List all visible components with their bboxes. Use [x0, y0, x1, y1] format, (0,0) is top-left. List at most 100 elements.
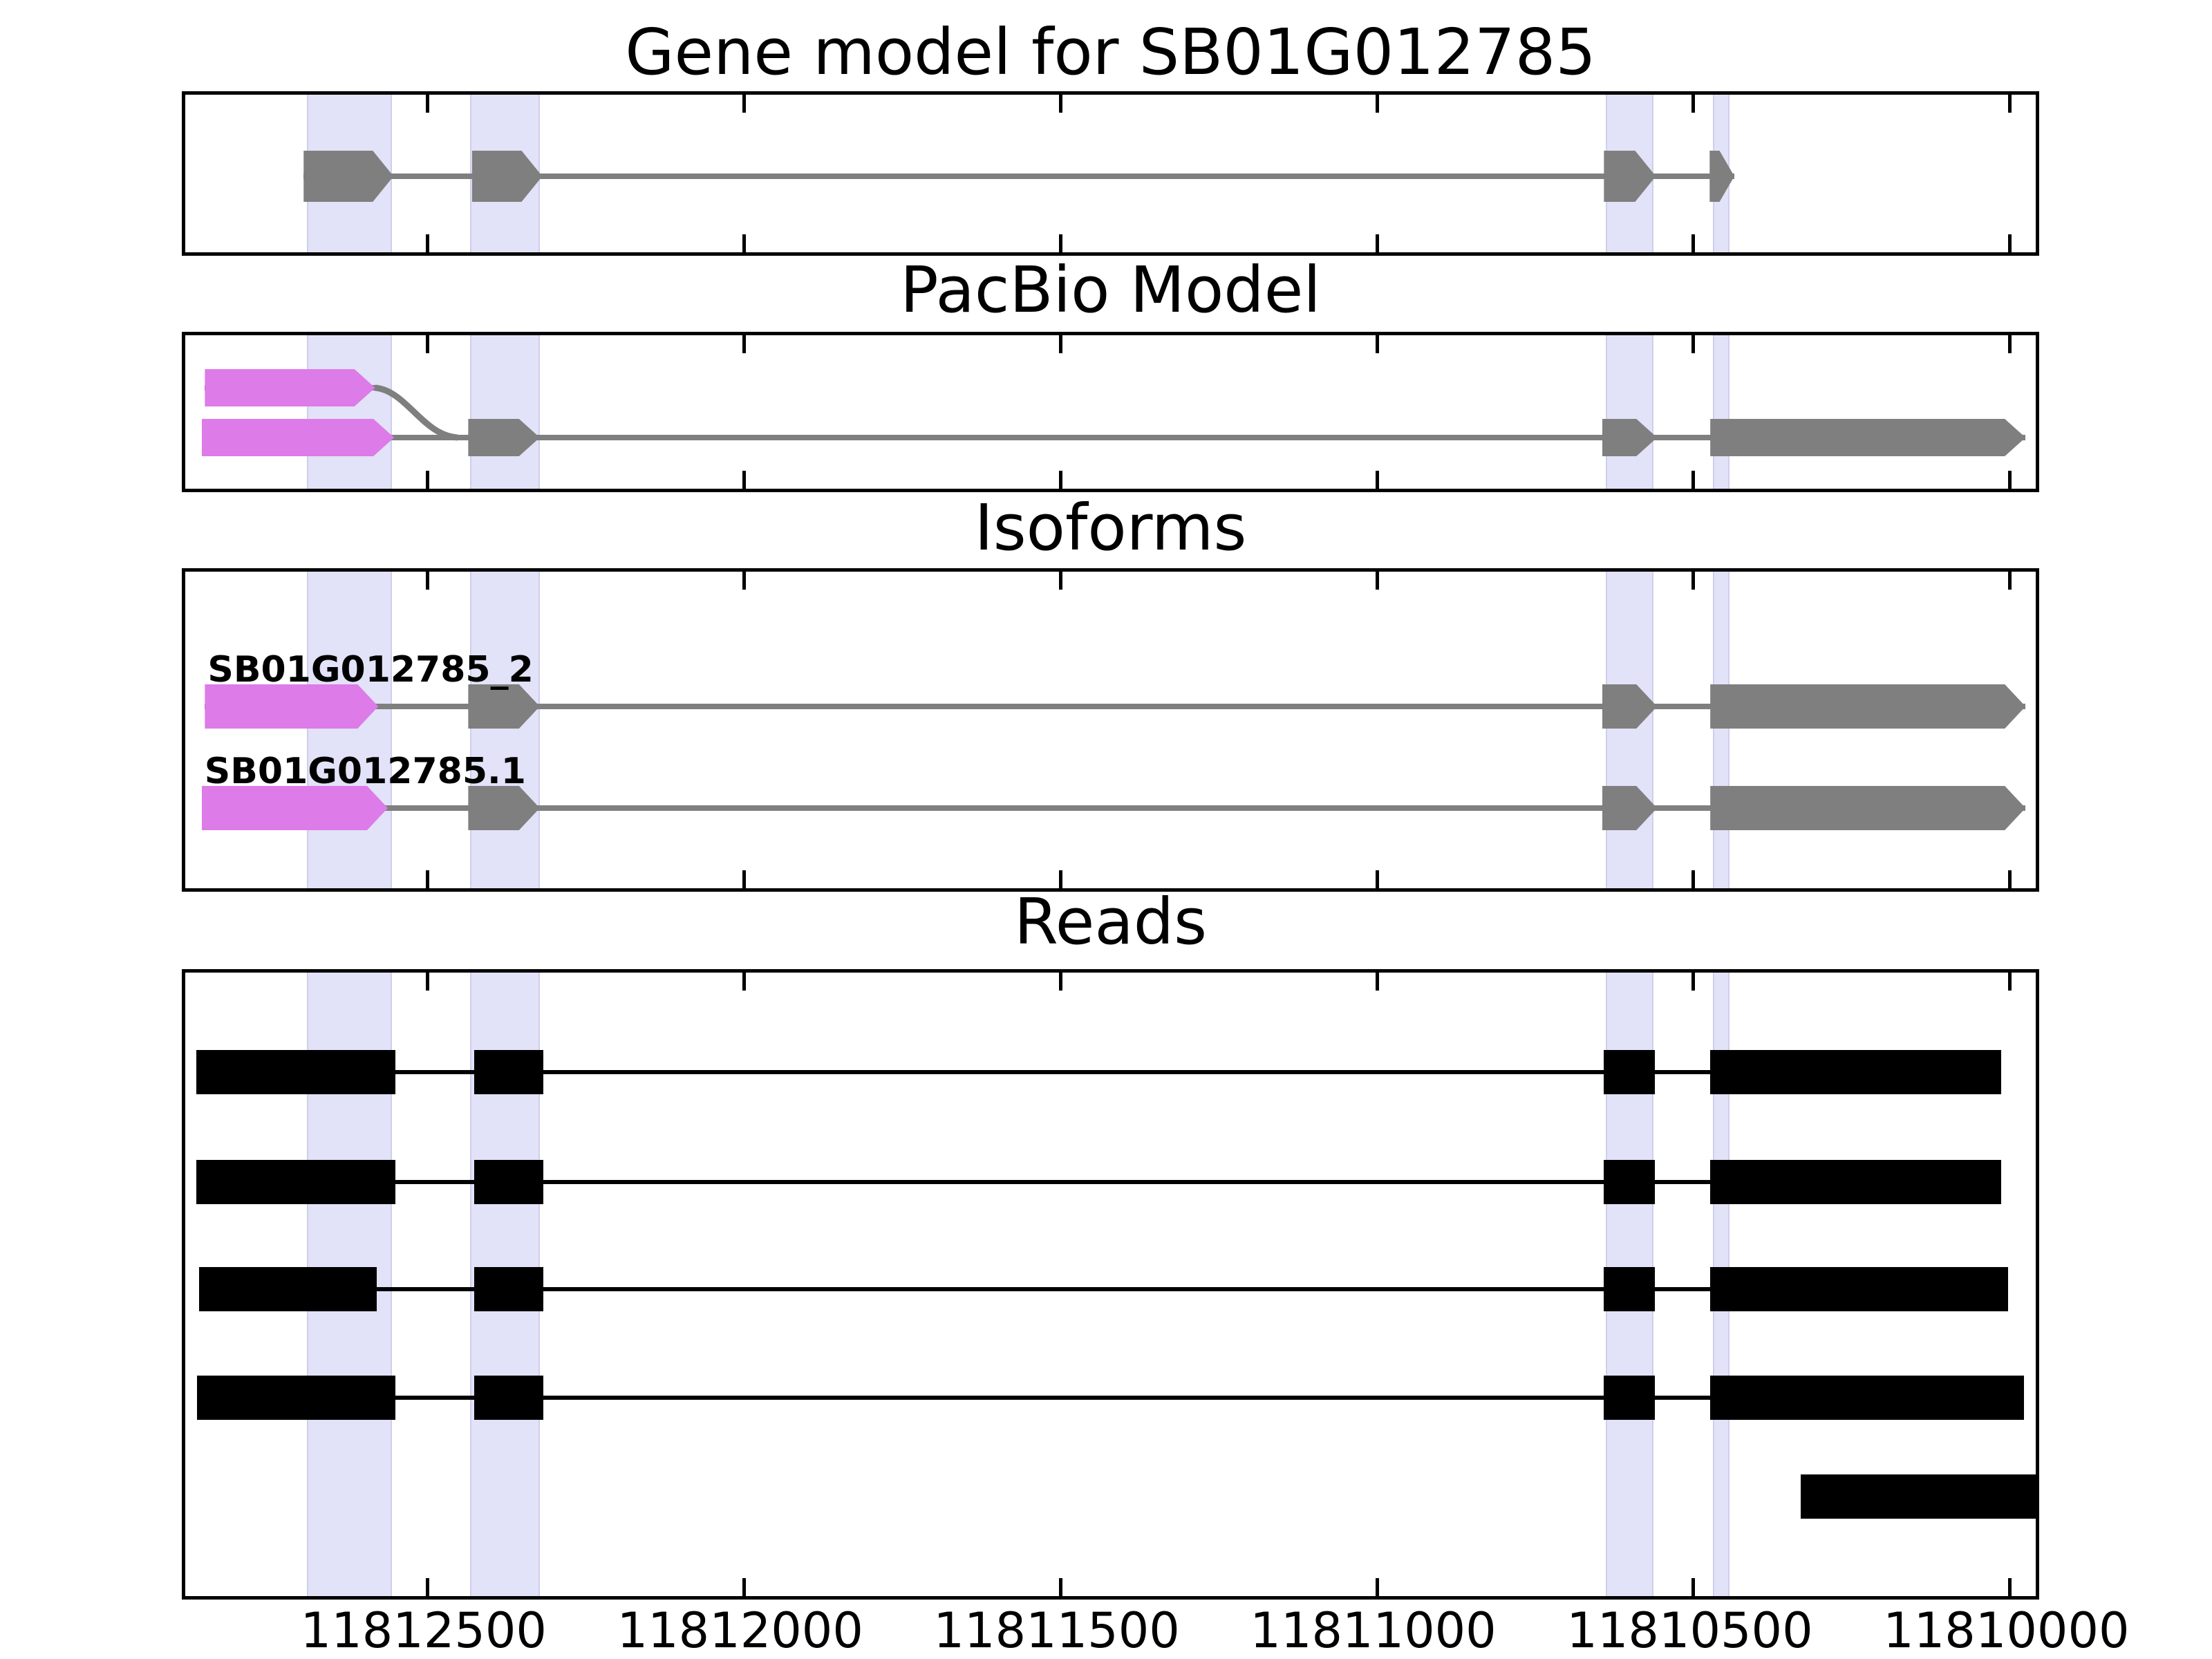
- axis-tick: [1375, 335, 1379, 353]
- axis-tick: [2008, 1578, 2012, 1596]
- read-exon-box: [1710, 1376, 2025, 1420]
- read-exon-box: [1604, 1050, 1655, 1094]
- intron-line: [303, 174, 1734, 179]
- exon-arrow-box: [205, 369, 375, 406]
- axis-tick: [1691, 1578, 1696, 1596]
- axis-tick: [2008, 234, 2012, 252]
- axis-tick: [742, 234, 746, 252]
- read-exon-box: [474, 1160, 544, 1204]
- exon-arrow-box: [202, 419, 394, 456]
- axis-tick: [425, 471, 429, 489]
- axis-tick: [1691, 234, 1696, 252]
- axis-tick: [1058, 234, 1062, 252]
- read-exon-box: [1710, 1267, 2008, 1311]
- read-exon-box: [196, 1050, 396, 1094]
- exon-highlight-band: [470, 335, 540, 489]
- read-exon-box: [474, 1267, 544, 1311]
- splice-junction-curve: [375, 384, 458, 441]
- axis-tick: [742, 335, 746, 353]
- exon-highlight-band: [1712, 335, 1730, 489]
- panel-reads: [182, 969, 2039, 1600]
- read-exon-box: [197, 1376, 396, 1420]
- axis-tick: [1058, 335, 1062, 353]
- axis-tick: [1375, 973, 1379, 991]
- axis-tick: [742, 1578, 746, 1596]
- intron-line: [205, 704, 2026, 709]
- axis-tick: [1375, 471, 1379, 489]
- intron-line: [196, 1180, 2002, 1184]
- x-axis-tick-label: 11812000: [617, 1602, 863, 1659]
- axis-tick: [425, 95, 429, 113]
- exon-highlight-band: [1606, 572, 1653, 888]
- exon-highlight-band: [1712, 572, 1730, 888]
- axis-tick: [1058, 95, 1062, 113]
- axis-tick: [1375, 1578, 1379, 1596]
- axis-tick: [1691, 471, 1696, 489]
- axis-tick: [2008, 973, 2012, 991]
- panel-isoforms-plot-area: SB01G012785_2 SB01G012785.1: [185, 572, 2036, 888]
- x-axis-tick-label: 11811000: [1250, 1602, 1497, 1659]
- intron-line: [199, 1287, 2008, 1291]
- read-exon-box: [1604, 1376, 1655, 1420]
- exon-highlight-band: [1606, 335, 1653, 489]
- axis-tick: [742, 471, 746, 489]
- read-exon-box: [474, 1376, 544, 1420]
- x-axis-tick-label: 11810500: [1566, 1602, 1813, 1659]
- axis-tick: [425, 1578, 429, 1596]
- read-exon-box: [1710, 1050, 2002, 1094]
- axis-tick: [1375, 572, 1379, 590]
- panel-pacbio-model: [182, 332, 2039, 492]
- axis-tick: [2008, 95, 2012, 113]
- axis-tick: [1058, 572, 1062, 590]
- axis-tick: [425, 870, 429, 888]
- axis-tick: [1058, 870, 1062, 888]
- read-exon-box: [199, 1267, 377, 1311]
- intron-line: [197, 1396, 2025, 1400]
- intron-line: [201, 435, 2026, 440]
- panel-title-isoforms: Isoforms: [974, 491, 1247, 565]
- panel-title-pacbio-model: PacBio Model: [900, 253, 1321, 327]
- axis-tick: [425, 234, 429, 252]
- axis-tick: [1375, 95, 1379, 113]
- intron-line: [201, 805, 2026, 811]
- x-axis-tick-label: 11810000: [1883, 1602, 2130, 1659]
- read-exon-box: [1604, 1267, 1655, 1311]
- axis-tick: [1691, 95, 1696, 113]
- axis-tick: [1058, 471, 1062, 489]
- axis-tick: [1691, 572, 1696, 590]
- panel-title-gene-model: Gene model for SB01G012785: [625, 15, 1596, 89]
- exon-arrow-box: [303, 151, 393, 202]
- axis-tick: [425, 572, 429, 590]
- axis-tick: [1691, 973, 1696, 991]
- intron-line: [196, 1070, 2002, 1074]
- panel-pacbio-model-plot-area: [185, 335, 2036, 489]
- axis-tick: [1691, 870, 1696, 888]
- axis-tick: [742, 95, 746, 113]
- read-exon-box: [196, 1160, 396, 1204]
- panel-title-reads: Reads: [1013, 885, 1208, 959]
- exon-arrow-box: [1710, 786, 2025, 830]
- read-exon-box: [1710, 1160, 2002, 1204]
- read-exon-box: [1604, 1160, 1655, 1204]
- axis-tick: [1375, 234, 1379, 252]
- isoform-label: SB01G012785_2: [207, 649, 534, 691]
- panel-gene-model-plot-area: [185, 95, 2036, 252]
- exon-highlight-band: [470, 572, 540, 888]
- exon-highlight-band: [306, 335, 392, 489]
- read-exon-box: [474, 1050, 544, 1094]
- axis-tick: [425, 335, 429, 353]
- axis-tick: [2008, 572, 2012, 590]
- axis-tick: [1058, 973, 1062, 991]
- axis-tick: [2008, 870, 2012, 888]
- axis-tick: [1058, 1578, 1062, 1596]
- isoform-label: SB01G012785.1: [204, 751, 526, 792]
- axis-tick: [425, 973, 429, 991]
- exon-arrow-box: [1710, 684, 2025, 729]
- axis-tick: [742, 973, 746, 991]
- axis-tick: [742, 572, 746, 590]
- x-axis-tick-label: 11811500: [933, 1602, 1180, 1659]
- axis-tick: [1375, 870, 1379, 888]
- read-exon-box: [1801, 1474, 2036, 1519]
- x-axis-tick-label: 11812500: [300, 1602, 547, 1659]
